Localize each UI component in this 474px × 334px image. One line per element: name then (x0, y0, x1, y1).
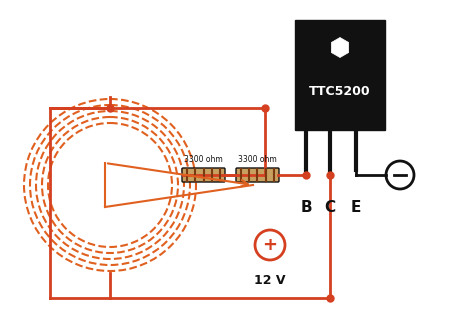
FancyBboxPatch shape (236, 168, 279, 182)
Text: 3300 ohm: 3300 ohm (184, 155, 223, 164)
Text: 3300 ohm: 3300 ohm (238, 155, 277, 164)
Text: B: B (300, 200, 312, 215)
Text: TTC5200: TTC5200 (309, 85, 371, 98)
Text: E: E (351, 200, 361, 215)
Text: +: + (263, 236, 277, 254)
Bar (295, 20, 385, 130)
Text: C: C (324, 200, 336, 215)
FancyBboxPatch shape (182, 168, 225, 182)
Text: 12 V: 12 V (254, 274, 286, 287)
